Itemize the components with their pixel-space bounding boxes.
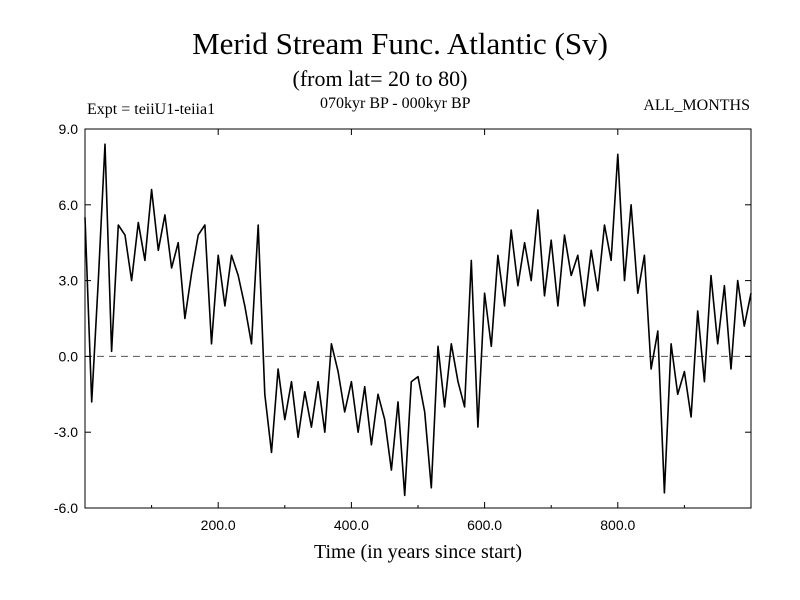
experiment-label: Expt = teiiU1-teiia1 xyxy=(87,101,216,118)
months-label: ALL_MONTHS xyxy=(643,97,750,114)
y-tick-label: 6.0 xyxy=(59,197,79,213)
period-label: 070kyr BP - 000kyr BP xyxy=(320,95,471,112)
chart-subtitle: (from lat= 20 to 80) xyxy=(292,66,468,91)
series-layer xyxy=(84,143,752,497)
series-line-1 xyxy=(84,143,752,497)
y-tick-label: 3.0 xyxy=(59,273,79,289)
y-tick-label: -6.0 xyxy=(54,500,78,516)
x-axis-label: Time (in years since start) xyxy=(313,541,523,563)
chart-title: Merid Stream Func. Atlantic (Sv) xyxy=(192,26,608,61)
x-tick-label: 600.0 xyxy=(467,517,502,533)
y-tick-label: 9.0 xyxy=(59,121,79,137)
tick-layer: -6.0 -3.0 0.0 3.0 6.0 9.0 200.0 400.0 600.0 800.0 xyxy=(54,121,751,533)
x-tick-label: 200.0 xyxy=(201,517,236,533)
x-tick-label: 400.0 xyxy=(334,517,369,533)
x-tick-label: 800.0 xyxy=(600,517,635,533)
y-tick-label: 0.0 xyxy=(59,348,79,364)
y-tick-label: -3.0 xyxy=(54,424,78,440)
